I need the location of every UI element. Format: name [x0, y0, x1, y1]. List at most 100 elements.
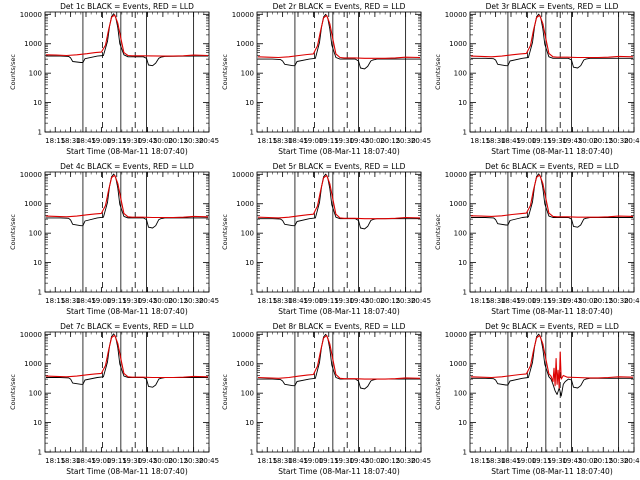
x-tick-label: 19:45: [137, 137, 157, 145]
y-axis-label: Counts/sec: [221, 214, 229, 250]
x-tick-label: 18:15: [45, 297, 65, 305]
x-axis-label: Start Time (08-Mar-11 18:07:40): [278, 467, 400, 476]
x-tick-label: 20:30: [396, 457, 416, 465]
x-tick-label: 20:45: [624, 457, 640, 465]
series-line-black: [258, 333, 420, 390]
x-tick-label: 19:15: [107, 137, 127, 145]
series-line-red: [257, 174, 421, 220]
x-tick-label: 19:00: [303, 297, 323, 305]
series-line-black: [46, 13, 208, 67]
x-tick-label: 19:30: [547, 457, 567, 465]
y-tick-label: 100: [454, 230, 467, 238]
y-tick-label: 10000: [445, 11, 467, 19]
x-tick-label: 20:00: [578, 297, 598, 305]
x-tick-label: 18:45: [76, 297, 96, 305]
y-tick-label: 10000: [20, 11, 42, 19]
y-axis-label: Counts/sec: [434, 374, 442, 410]
x-tick-label: 19:00: [91, 137, 111, 145]
x-tick-label: 19:00: [303, 137, 323, 145]
x-tick-label: 19:00: [91, 457, 111, 465]
y-tick-label: 1: [38, 449, 42, 457]
x-tick-label: 19:15: [319, 137, 339, 145]
y-tick-label: 1: [250, 129, 254, 137]
series-line-red: [470, 334, 634, 389]
x-tick-label: 19:45: [562, 297, 582, 305]
x-axis-label: Start Time (08-Mar-11 18:07:40): [491, 467, 613, 476]
y-tick-label: 10: [245, 259, 254, 267]
chart-panel-2: 1 10 100 1000 10000 18:1518:3018:4519:0019:15…: [221, 2, 431, 156]
x-axis-label: Start Time (08-Mar-11 18:07:40): [491, 307, 613, 316]
x-tick-label: 18:30: [273, 137, 293, 145]
x-tick-label: 19:30: [122, 457, 142, 465]
y-tick-label: 10: [33, 99, 42, 107]
x-tick-label: 19:15: [319, 297, 339, 305]
plot-frame: [256, 171, 422, 293]
y-tick-label: 1: [463, 129, 467, 137]
x-tick-label: 20:15: [593, 297, 613, 305]
x-tick-label: 19:30: [122, 297, 142, 305]
plot-frame: [44, 171, 210, 293]
plot-frame: [44, 331, 210, 453]
series-line-black: [46, 333, 208, 388]
x-tick-label: 20:45: [624, 137, 640, 145]
chart-panel-7: 1 10 100 1000 10000 18:1518:3018:4519:0019:15…: [9, 322, 219, 476]
x-tick-label: 20:45: [411, 297, 431, 305]
x-tick-label: 19:15: [107, 297, 127, 305]
x-tick-label: 18:15: [470, 297, 490, 305]
x-tick-label: 20:00: [153, 457, 173, 465]
chart-title: Det 2r BLACK = Events, RED = LLD: [273, 2, 406, 11]
chart-panel-3: 1 10 100 1000 10000 18:1518:3018:4519:0019:15…: [434, 2, 640, 156]
x-tick-label: 18:45: [501, 297, 521, 305]
x-tick-label: 20:15: [593, 137, 613, 145]
y-tick-label: 100: [241, 390, 254, 398]
y-tick-label: 10000: [445, 331, 467, 339]
y-tick-label: 10: [33, 259, 42, 267]
x-tick-label: 19:15: [532, 137, 552, 145]
y-axis-label: Counts/sec: [221, 374, 229, 410]
series-line-black: [258, 173, 420, 230]
plot-frame: [469, 11, 635, 133]
series-line-red: [470, 174, 634, 218]
chart-title: Det 6c BLACK = Events, RED = LLD: [485, 162, 619, 171]
chart-panel-1: 1 10 100 1000 10000 18:1518:3018:4519:0019:15…: [9, 2, 219, 156]
x-tick-label: 20:15: [168, 137, 188, 145]
y-tick-label: 1: [463, 289, 467, 297]
series-line-black: [471, 173, 633, 228]
x-tick-label: 20:15: [380, 297, 400, 305]
x-tick-label: 20:45: [199, 457, 219, 465]
x-tick-label: 20:45: [199, 137, 219, 145]
x-tick-label: 18:30: [61, 297, 81, 305]
x-tick-label: 20:15: [168, 297, 188, 305]
y-tick-label: 100: [454, 70, 467, 78]
x-tick-label: 19:45: [137, 297, 157, 305]
x-tick-label: 20:00: [365, 137, 385, 145]
series-line-red: [45, 334, 209, 379]
x-tick-label: 19:00: [516, 297, 536, 305]
x-tick-label: 18:30: [273, 297, 293, 305]
chart-panel-6: 1 10 100 1000 10000 18:1518:3018:4519:0019:15…: [434, 162, 640, 316]
chart-panel-5: 1 10 100 1000 10000 18:1518:3018:4519:0019:15…: [221, 162, 431, 316]
x-tick-label: 18:45: [76, 457, 96, 465]
x-tick-label: 18:15: [470, 457, 490, 465]
x-tick-label: 20:15: [168, 457, 188, 465]
y-tick-label: 1000: [24, 40, 42, 48]
chart-panel-4: 1 10 100 1000 10000 18:1518:3018:4519:0019:15…: [9, 162, 219, 316]
x-axis-label: Start Time (08-Mar-11 18:07:40): [278, 147, 400, 156]
x-axis-label: Start Time (08-Mar-11 18:07:40): [491, 147, 613, 156]
y-tick-label: 100: [241, 70, 254, 78]
chart-panel-9: 1 10 100 1000 10000 18:1518:3018:4519:0019:15…: [434, 322, 640, 476]
plot-frame: [256, 11, 422, 133]
y-tick-label: 10: [245, 419, 254, 427]
y-tick-label: 10000: [445, 171, 467, 179]
x-tick-label: 18:45: [501, 137, 521, 145]
y-tick-label: 10: [245, 99, 254, 107]
x-tick-label: 18:30: [486, 137, 506, 145]
y-tick-label: 1: [463, 449, 467, 457]
x-tick-label: 18:15: [257, 297, 277, 305]
x-tick-label: 18:45: [76, 137, 96, 145]
x-axis-label: Start Time (08-Mar-11 18:07:40): [66, 467, 188, 476]
x-tick-label: 20:15: [593, 457, 613, 465]
x-tick-label: 18:15: [257, 457, 277, 465]
x-tick-label: 19:00: [91, 297, 111, 305]
y-tick-label: 1: [38, 129, 42, 137]
